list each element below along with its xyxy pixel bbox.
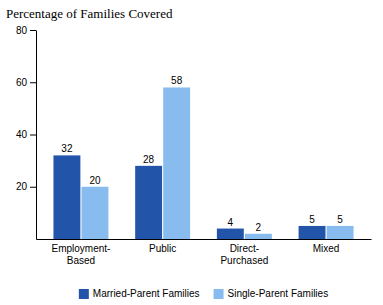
y-tick: 40 bbox=[16, 129, 36, 140]
data-label: 20 bbox=[89, 175, 101, 186]
bar bbox=[327, 226, 354, 239]
bar bbox=[217, 229, 244, 239]
x-tick: Public bbox=[149, 239, 176, 254]
y-tick-label: 40 bbox=[16, 129, 28, 140]
chart: 32 28 4 5 20 58 2 5 20 40 60 80 Employment-Based Publ… bbox=[0, 0, 383, 305]
bar bbox=[81, 187, 108, 239]
legend: Married-Parent Families Single-Parent Fam… bbox=[79, 288, 328, 299]
y-tick-label: 60 bbox=[16, 77, 28, 88]
data-label: 5 bbox=[337, 214, 343, 225]
y-tick-mark bbox=[30, 187, 36, 188]
legend-label: Single-Parent Families bbox=[228, 288, 329, 299]
x-tick: Employment-Based bbox=[51, 239, 110, 266]
x-tick-label: Direct-Purchased bbox=[220, 243, 268, 266]
x-tick: Mixed bbox=[313, 239, 340, 254]
y-tick-label: 80 bbox=[16, 25, 28, 36]
data-label: 4 bbox=[228, 217, 234, 228]
y-axis: 20 40 60 80 bbox=[16, 25, 37, 240]
x-tick-label-line: Mixed bbox=[313, 243, 340, 254]
x-axis-line bbox=[37, 239, 372, 240]
x-tick-label: Public bbox=[149, 243, 176, 254]
title: Percentage of Families Covered bbox=[6, 6, 173, 21]
y-tick-label: 20 bbox=[16, 181, 28, 192]
legend-swatch bbox=[214, 289, 224, 299]
x-axis: Employment-Based Public Direct-Purchased Mi… bbox=[37, 239, 372, 266]
legend-item: Married-Parent Families bbox=[79, 288, 200, 299]
plot: 32 28 4 5 20 58 2 5 20 40 60 80 Employment-Based Publ… bbox=[16, 25, 372, 266]
data-label: 2 bbox=[256, 222, 262, 233]
data-label: 32 bbox=[61, 143, 73, 154]
data-labels: 32 28 4 5 20 58 2 5 bbox=[61, 75, 343, 232]
x-tick-label-line: Purchased bbox=[220, 255, 268, 266]
x-tick-label-line: Public bbox=[149, 243, 176, 254]
bar bbox=[135, 166, 162, 239]
y-axis-line bbox=[36, 31, 37, 240]
legend-label: Married-Parent Families bbox=[93, 288, 200, 299]
y-tick-mark bbox=[30, 30, 36, 31]
bar bbox=[53, 155, 80, 239]
bar bbox=[299, 226, 326, 239]
x-tick-label: Employment-Based bbox=[51, 243, 110, 266]
data-label: 58 bbox=[171, 75, 183, 86]
y-tick-mark bbox=[30, 82, 36, 83]
y-tick: 20 bbox=[16, 181, 36, 192]
x-tick-label-line: Direct- bbox=[230, 243, 259, 254]
bar bbox=[245, 234, 272, 239]
x-tick: Direct-Purchased bbox=[220, 239, 268, 266]
data-label: 28 bbox=[143, 154, 155, 165]
y-tick-mark bbox=[30, 135, 36, 136]
x-tick-label: Mixed bbox=[313, 243, 340, 254]
legend-swatch bbox=[79, 289, 89, 299]
bar bbox=[163, 87, 190, 239]
x-tick-label-line: Based bbox=[67, 255, 95, 266]
y-tick: 60 bbox=[16, 77, 36, 88]
legend-item: Single-Parent Families bbox=[214, 288, 329, 299]
x-tick-label-line: Employment- bbox=[51, 243, 110, 254]
data-label: 5 bbox=[309, 214, 315, 225]
y-tick: 80 bbox=[16, 25, 36, 36]
bars bbox=[53, 87, 353, 239]
